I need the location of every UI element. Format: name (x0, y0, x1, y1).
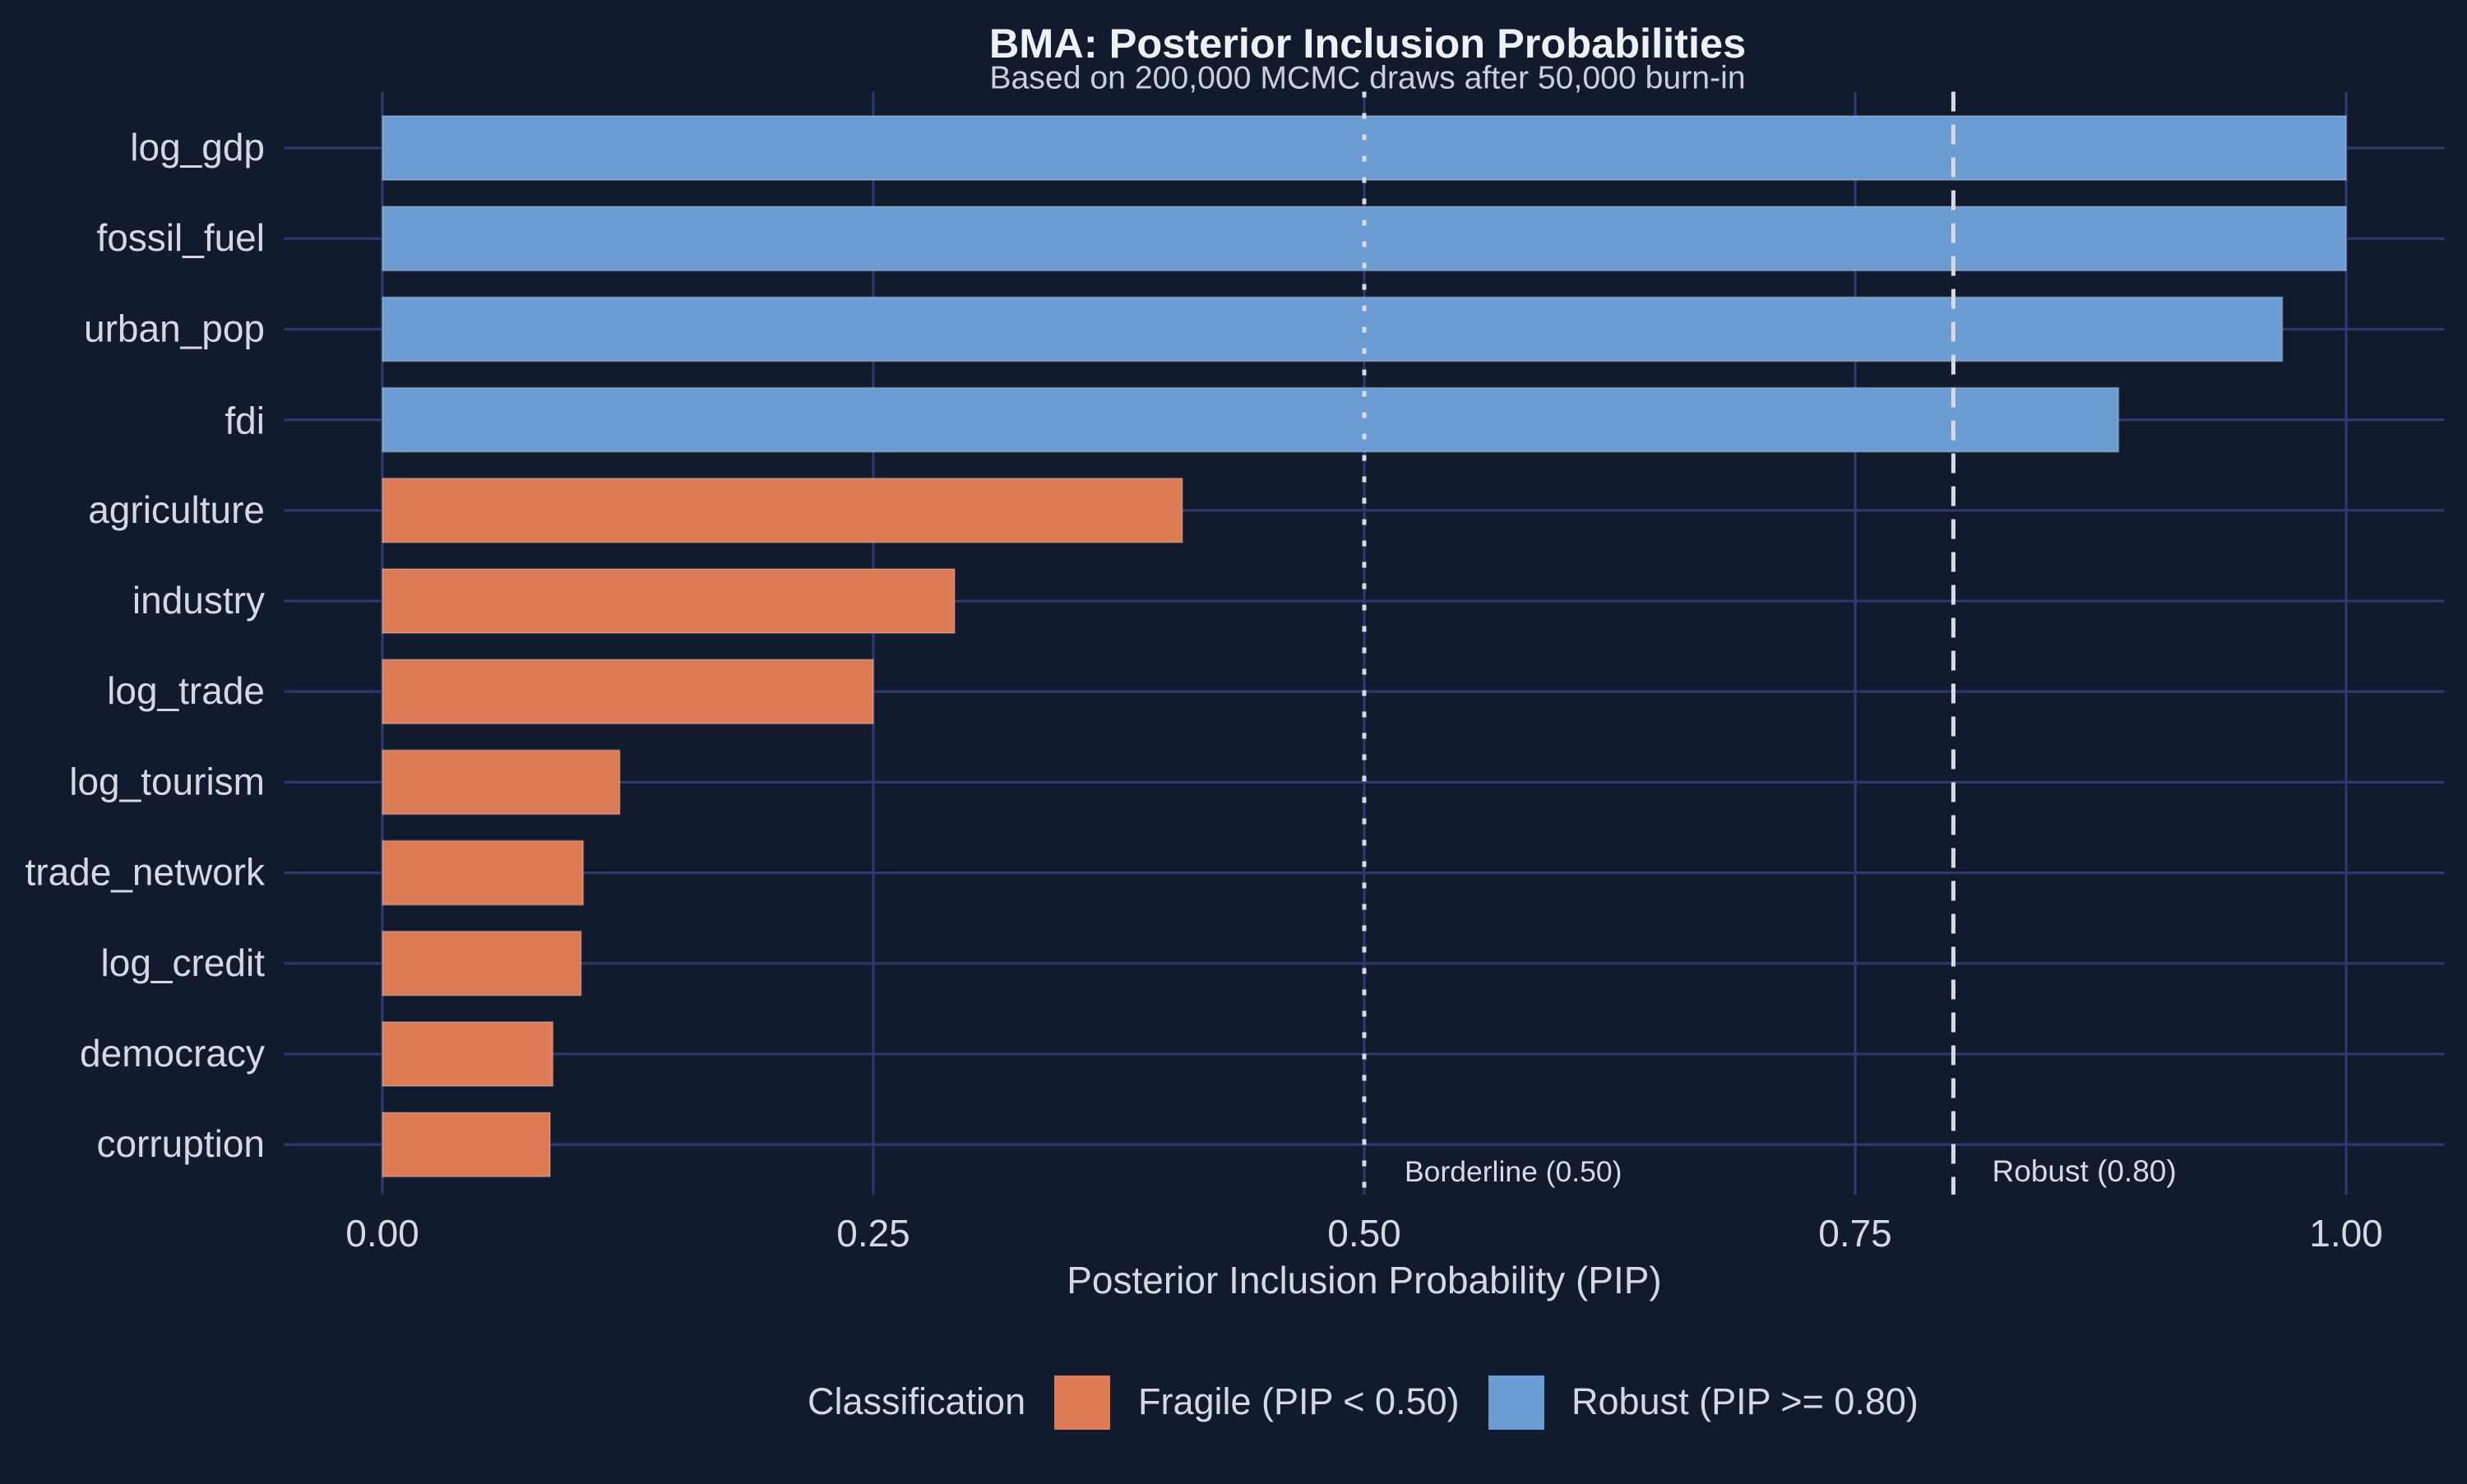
svg-text:Borderline (0.50): Borderline (0.50) (1405, 1155, 1622, 1188)
svg-text:Robust (0.80): Robust (0.80) (1993, 1154, 2177, 1188)
svg-text:0.50: 0.50 (1327, 1212, 1401, 1255)
svg-text:agriculture: agriculture (88, 488, 265, 531)
svg-text:fdi: fdi (224, 399, 265, 442)
svg-text:log_credit: log_credit (101, 941, 266, 984)
svg-text:0.00: 0.00 (345, 1212, 419, 1255)
svg-text:Posterior Inclusion Probabilit: Posterior Inclusion Probability (PIP) (1067, 1259, 1662, 1301)
svg-text:BMA: Posterior Inclusion Proba: BMA: Posterior Inclusion Probabilities (989, 20, 1746, 67)
svg-text:Fragile (PIP < 0.50): Fragile (PIP < 0.50) (1138, 1380, 1460, 1422)
svg-text:democracy: democracy (80, 1032, 265, 1075)
svg-text:urban_pop: urban_pop (84, 307, 265, 349)
svg-text:0.25: 0.25 (836, 1212, 910, 1255)
svg-text:corruption: corruption (96, 1122, 265, 1165)
svg-text:0.75: 0.75 (1818, 1212, 1892, 1255)
svg-text:fossil_fuel: fossil_fuel (96, 216, 265, 259)
svg-text:Based on 200,000 MCMC draws af: Based on 200,000 MCMC draws after 50,000… (989, 61, 1745, 96)
svg-text:Classification: Classification (808, 1380, 1025, 1422)
svg-text:Robust (PIP >= 0.80): Robust (PIP >= 0.80) (1571, 1380, 1919, 1422)
svg-text:trade_network: trade_network (25, 851, 266, 894)
svg-text:industry: industry (132, 579, 265, 622)
svg-text:log_tourism: log_tourism (69, 760, 265, 802)
svg-text:log_gdp: log_gdp (130, 126, 265, 169)
svg-text:log_trade: log_trade (107, 669, 265, 712)
svg-text:1.00: 1.00 (2309, 1212, 2383, 1255)
